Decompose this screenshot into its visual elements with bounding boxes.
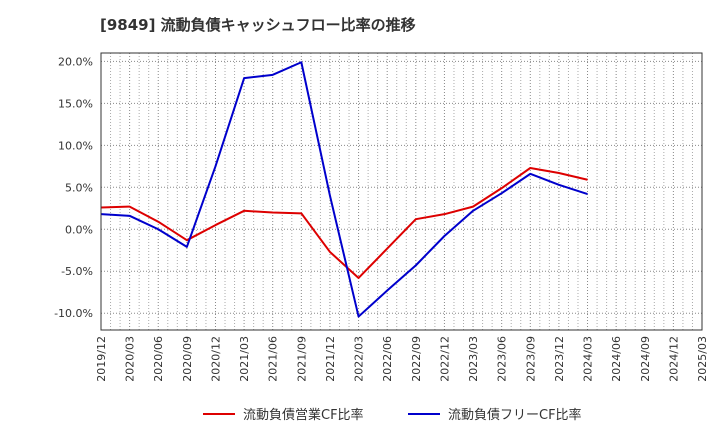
axis-layer: -10.0% -5.0% 0.0% 5.0% 10.0% 15.0% 20.0% 2019/1… [54,52,709,382]
x-tick-label: 2023/03 [467,336,480,382]
y-tick-label: 15.0% [58,97,93,110]
x-tick-label: 2021/06 [267,336,280,382]
x-tick-label: 2020/09 [181,336,194,382]
x-tick-label: 2021/03 [238,336,251,382]
y-tick-label: 0.0% [65,223,93,236]
x-tick-label: 2020/06 [152,336,165,382]
x-tick-label: 2020/03 [124,336,137,382]
x-tick-label: 2023/06 [496,336,509,382]
legend: 流動負債営業CF比率 流動負債フリーCF比率 [203,407,582,423]
x-tick-label: 2022/09 [410,336,423,382]
x-tick-label: 2024/06 [610,336,623,382]
series-layer [100,61,588,318]
y-tick-label: 20.0% [58,55,93,68]
x-tick-label: 2019/12 [95,336,108,382]
series-line [100,61,588,318]
y-tick-label: -5.0% [61,265,93,278]
x-tick-label: 2023/09 [524,336,537,382]
y-tick-label: -10.0% [54,307,93,320]
x-tick-label: 2025/03 [696,336,709,382]
legend-label: 流動負債営業CF比率 [243,407,364,423]
x-tick-label: 2022/12 [438,336,451,382]
x-tick-label: 2024/12 [667,336,680,382]
x-tick-label: 2021/12 [324,336,337,382]
y-tick-label: 10.0% [58,139,93,152]
legend-label: 流動負債フリーCF比率 [448,407,582,423]
x-tick-label: 2021/09 [295,336,308,382]
x-tick-label: 2020/12 [209,336,222,382]
x-tick-label: 2022/03 [353,336,366,382]
chart-title: [9849] 流動負債キャッシュフロー比率の推移 [100,16,416,34]
x-tick-label: 2024/09 [639,336,652,382]
y-tick-label: 5.0% [65,181,93,194]
x-tick-label: 2022/06 [381,336,394,382]
x-tick-label: 2024/03 [582,336,595,382]
x-tick-label: 2023/12 [553,336,566,382]
grid-layer [100,53,703,330]
plot-frame [100,52,703,331]
series-line [100,167,588,279]
